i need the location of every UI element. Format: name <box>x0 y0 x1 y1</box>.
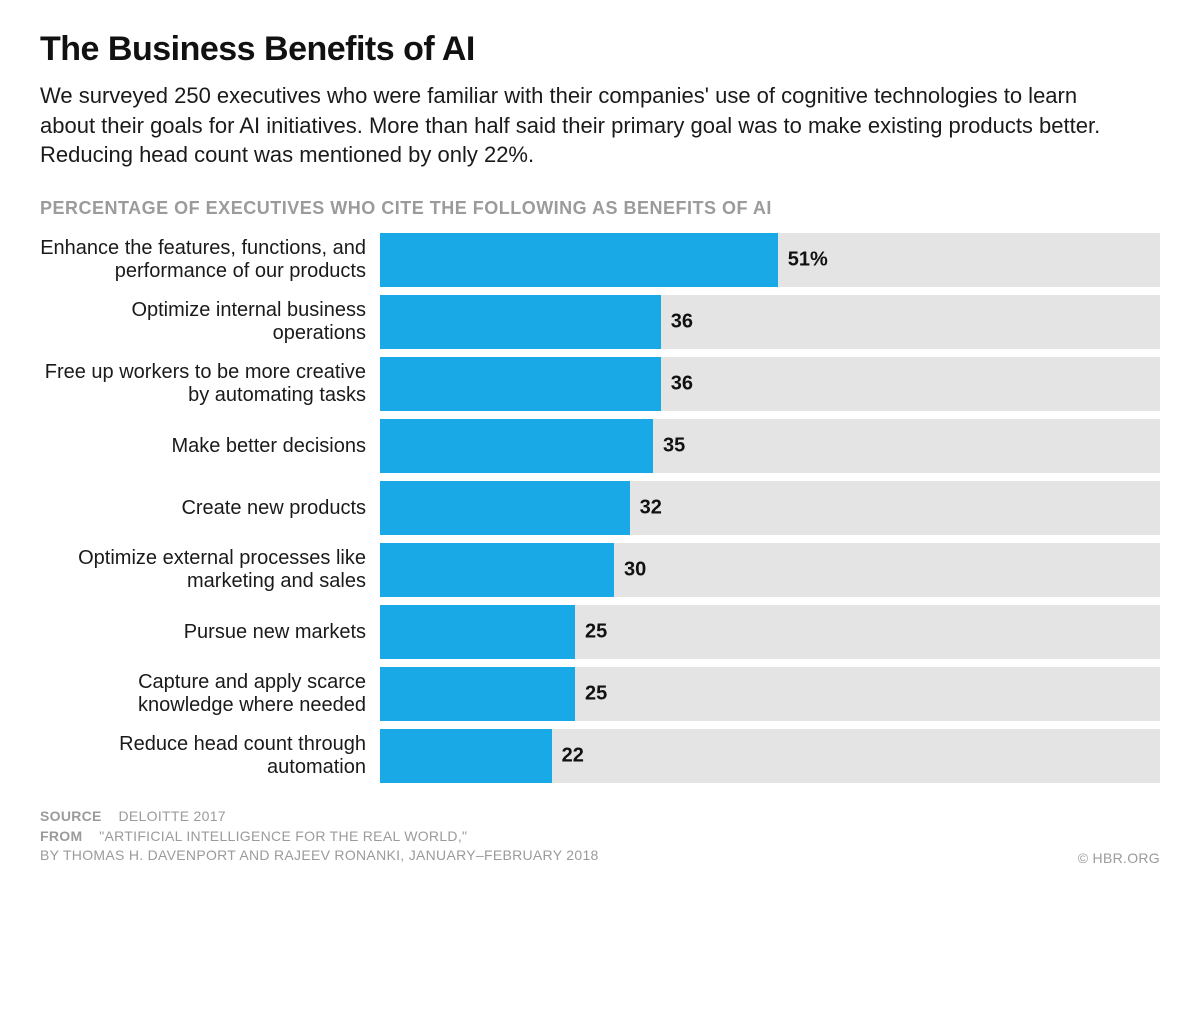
bar-track: 36 <box>380 295 1160 349</box>
bar-track: 36 <box>380 357 1160 411</box>
bar-fill <box>380 481 630 535</box>
chart-footer: SOURCE DELOITTE 2017 FROM "ARTIFICIAL IN… <box>40 807 1160 866</box>
bar-track: 25 <box>380 667 1160 721</box>
bar-label: Reduce head count through automation <box>40 729 380 783</box>
bar-value: 51% <box>788 249 828 272</box>
bar-label: Enhance the features, functions, and per… <box>40 233 380 287</box>
credit: © HBR.ORG <box>1078 850 1160 866</box>
bar-row: Capture and apply scarce knowledge where… <box>40 667 1160 721</box>
bar-row: Enhance the features, functions, and per… <box>40 233 1160 287</box>
bar-label: Capture and apply scarce knowledge where… <box>40 667 380 721</box>
bar-track: 25 <box>380 605 1160 659</box>
bar-track: 22 <box>380 729 1160 783</box>
bar-label: Optimize external processes like marketi… <box>40 543 380 597</box>
bar-fill <box>380 667 575 721</box>
bar-fill <box>380 295 661 349</box>
from-value: "ARTIFICIAL INTELLIGENCE FOR THE REAL WO… <box>99 828 467 844</box>
bar-value: 32 <box>640 497 662 520</box>
bar-track: 32 <box>380 481 1160 535</box>
chart-subhead: PERCENTAGE OF EXECUTIVES WHO CITE THE FO… <box>40 198 1160 219</box>
bar-value: 25 <box>585 621 607 644</box>
from-label: FROM <box>40 828 82 844</box>
byline: BY THOMAS H. DAVENPORT AND RAJEEV RONANK… <box>40 846 599 866</box>
bar-row: Optimize internal business operations 36 <box>40 295 1160 349</box>
bar-chart: Enhance the features, functions, and per… <box>40 233 1160 783</box>
source-block: SOURCE DELOITTE 2017 FROM "ARTIFICIAL IN… <box>40 807 599 866</box>
bar-row: Pursue new markets 25 <box>40 605 1160 659</box>
bar-fill <box>380 419 653 473</box>
bar-value: 22 <box>562 745 584 768</box>
bar-value: 25 <box>585 683 607 706</box>
bar-fill <box>380 357 661 411</box>
bar-fill <box>380 543 614 597</box>
chart-title: The Business Benefits of AI <box>40 30 1160 69</box>
chart-description: We surveyed 250 executives who were fami… <box>40 81 1120 170</box>
bar-row: Reduce head count through automation 22 <box>40 729 1160 783</box>
bar-track: 35 <box>380 419 1160 473</box>
bar-row: Create new products 32 <box>40 481 1160 535</box>
bar-track: 30 <box>380 543 1160 597</box>
bar-label: Optimize internal business operations <box>40 295 380 349</box>
bar-row: Optimize external processes like marketi… <box>40 543 1160 597</box>
bar-fill <box>380 233 778 287</box>
bar-label: Make better decisions <box>40 419 380 473</box>
bar-value: 35 <box>663 435 685 458</box>
bar-label: Pursue new markets <box>40 605 380 659</box>
bar-fill <box>380 729 552 783</box>
bar-value: 30 <box>624 559 646 582</box>
bar-track: 51% <box>380 233 1160 287</box>
bar-label: Create new products <box>40 481 380 535</box>
source-value: DELOITTE 2017 <box>119 808 226 824</box>
bar-row: Make better decisions 35 <box>40 419 1160 473</box>
source-label: SOURCE <box>40 808 102 824</box>
bar-row: Free up workers to be more creative by a… <box>40 357 1160 411</box>
bar-label: Free up workers to be more creative by a… <box>40 357 380 411</box>
bar-value: 36 <box>671 373 693 396</box>
bar-fill <box>380 605 575 659</box>
bar-value: 36 <box>671 311 693 334</box>
